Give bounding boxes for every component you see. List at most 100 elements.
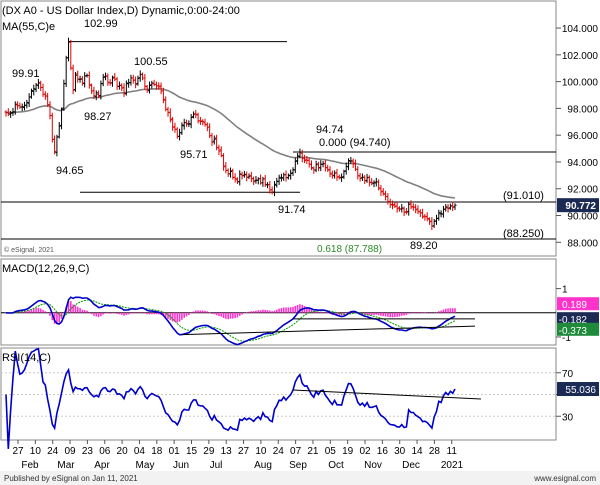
macd-histogram-bar bbox=[387, 312, 389, 317]
price-bar bbox=[73, 71, 78, 92]
price-bar bbox=[372, 180, 376, 188]
price-bar bbox=[328, 166, 332, 178]
macd-histogram-bar bbox=[407, 312, 410, 314]
macd-histogram-bar bbox=[100, 312, 102, 317]
macd-histogram-bar bbox=[213, 312, 216, 315]
macd-readout-box bbox=[557, 322, 599, 336]
macd-histogram-bar bbox=[190, 312, 192, 314]
macd-histogram-bar bbox=[35, 308, 37, 313]
price-bar bbox=[249, 171, 253, 183]
macd-histogram-bar bbox=[86, 310, 88, 313]
price-bar bbox=[134, 76, 138, 89]
price-bar bbox=[201, 119, 205, 126]
price-panel-frame bbox=[0, 0, 557, 257]
price-bar bbox=[409, 200, 413, 210]
x-day-label: 24 bbox=[47, 446, 59, 457]
last-price-label: 90.772 bbox=[565, 201, 596, 212]
swing-label: 94.65 bbox=[56, 165, 84, 177]
macd-histogram-bar bbox=[197, 310, 199, 313]
macd-histogram-bar bbox=[157, 312, 160, 315]
swing-label: 102.99 bbox=[84, 18, 118, 30]
macd-histogram-bar bbox=[123, 312, 125, 316]
macd-histogram-bar bbox=[250, 311, 253, 313]
swing-label: 89.20 bbox=[410, 240, 438, 252]
macd-line bbox=[5, 296, 456, 346]
x-day-label: 09 bbox=[64, 446, 76, 457]
rsi-tick-label: 70 bbox=[562, 369, 574, 380]
macd-histogram-bar bbox=[118, 312, 121, 315]
macd-histogram-bar bbox=[412, 312, 415, 313]
price-chart-title: (DX A0 - US Dollar Index,D) Dynamic,0:00… bbox=[2, 5, 240, 17]
price-bar bbox=[57, 122, 61, 139]
x-axis: 27 10 24 09 23 06 20 04 18 01 15 29 13 27 10 24 07 21 05 19… bbox=[12, 440, 464, 471]
price-bar bbox=[298, 148, 302, 159]
macd-histogram-bar bbox=[72, 304, 74, 313]
macd-histogram-bar bbox=[389, 312, 391, 318]
macd-histogram-bar bbox=[417, 311, 419, 313]
x-day-label: 30 bbox=[394, 446, 406, 457]
x-day-label: 02 bbox=[359, 446, 371, 457]
macd-histogram-bar bbox=[345, 312, 348, 314]
price-bar bbox=[335, 168, 339, 181]
macd-histogram-bar bbox=[248, 311, 250, 313]
price-bar bbox=[309, 160, 314, 171]
price-bar bbox=[330, 170, 334, 179]
macd-histogram-bar bbox=[437, 311, 440, 313]
price-bar bbox=[407, 201, 411, 216]
fib-zero-label: 0.000 (94.740) bbox=[319, 137, 391, 149]
price-panel: 99.91 102.99 100.55 98.27 94.65 95.71 94.74 91.… bbox=[0, 0, 599, 257]
price-bar bbox=[346, 158, 351, 171]
price-bar bbox=[446, 204, 450, 213]
macd-histogram-bar bbox=[211, 312, 213, 314]
macd-histogram-bar bbox=[435, 312, 438, 313]
macd-histogram-bar bbox=[93, 312, 95, 316]
macd-histogram-bar bbox=[137, 312, 139, 314]
price-bar bbox=[342, 169, 346, 179]
macd-histogram-bar bbox=[90, 312, 93, 315]
macd-histogram-bar bbox=[421, 312, 424, 313]
macd-histogram-bar bbox=[218, 312, 220, 317]
price-bar bbox=[314, 160, 318, 173]
x-day-label: 05 bbox=[325, 446, 337, 457]
ma-55-line bbox=[6, 87, 456, 199]
price-bar bbox=[279, 173, 284, 182]
price-bar bbox=[252, 176, 256, 185]
macd-histogram-bar bbox=[440, 310, 442, 313]
macd-histogram-bar bbox=[181, 312, 183, 320]
macd-histogram-bar bbox=[294, 305, 297, 313]
macd-histogram-bar bbox=[74, 305, 77, 313]
x-day-label: 28 bbox=[429, 446, 441, 457]
macd-histogram-bar bbox=[141, 312, 144, 313]
x-day-label: 04 bbox=[134, 446, 146, 457]
x-day-label: 24 bbox=[273, 446, 285, 457]
macd-histogram-bar bbox=[370, 312, 373, 316]
macd-histogram-bar bbox=[81, 309, 84, 313]
price-bar bbox=[420, 208, 425, 219]
macd-histogram-bar bbox=[167, 312, 169, 319]
price-bar bbox=[432, 218, 436, 228]
macd-histogram-bar bbox=[76, 306, 79, 313]
macd-histogram-bar bbox=[382, 312, 385, 317]
price-bar bbox=[233, 173, 237, 183]
price-bar bbox=[302, 154, 307, 164]
macd-histogram-bar bbox=[238, 312, 241, 316]
macd-histogram-bar bbox=[174, 312, 176, 322]
price-bar bbox=[339, 173, 344, 182]
macd-histogram-bar bbox=[296, 304, 299, 313]
macd-histogram-bar bbox=[225, 312, 227, 319]
macd-histogram-bar bbox=[139, 312, 142, 313]
macd-histogram-bar bbox=[26, 311, 28, 313]
macd-histogram-bar bbox=[44, 311, 47, 313]
x-day-label: 27 bbox=[238, 446, 250, 457]
macd-label: MACD(12,26,9,C) bbox=[2, 263, 89, 275]
price-bar bbox=[358, 172, 362, 182]
macd-histogram-bar bbox=[299, 304, 301, 313]
macd-histogram-bar bbox=[428, 312, 431, 314]
price-bar bbox=[29, 88, 34, 99]
macd-panel: MACD(12,26,9,C) 1 -1 0.189 -0.182-0.373 bbox=[0, 258, 599, 346]
macd-histogram-bar bbox=[245, 312, 248, 314]
macd-histogram-bar bbox=[111, 312, 114, 314]
price-bar bbox=[9, 110, 13, 118]
macd-histogram-bar bbox=[269, 310, 271, 313]
price-bar bbox=[228, 167, 233, 178]
